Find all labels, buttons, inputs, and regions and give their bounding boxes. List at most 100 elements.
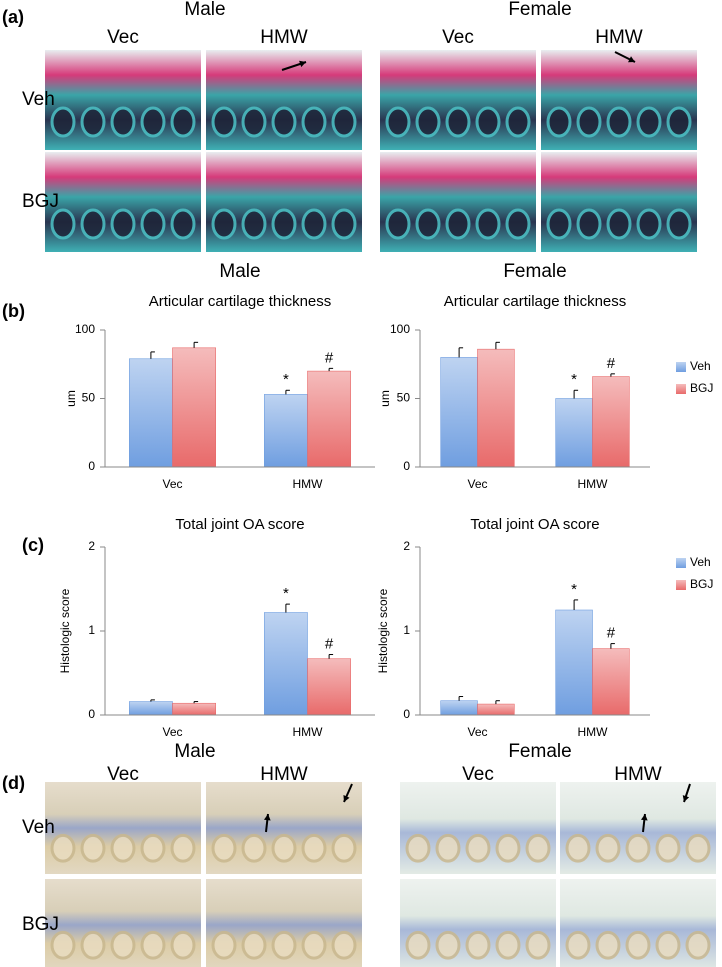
arrow-head	[640, 814, 648, 821]
sex-header: Female	[508, 741, 571, 762]
tissue	[546, 208, 572, 240]
chart-header: Male	[219, 261, 260, 282]
group-header: HMW	[614, 764, 662, 785]
arrow-head	[628, 56, 635, 63]
bar	[440, 700, 478, 716]
sex-header: Female	[508, 0, 571, 20]
tissue	[636, 106, 662, 138]
tissue	[636, 208, 662, 240]
y-tick-label: 0	[88, 459, 95, 473]
tissue	[445, 208, 471, 240]
tissue	[666, 208, 692, 240]
tissue	[80, 930, 106, 960]
tissue	[110, 833, 136, 863]
bar	[307, 658, 352, 716]
legend-swatch	[676, 362, 686, 372]
tissue	[110, 930, 136, 960]
tissue	[241, 930, 267, 960]
tissue	[241, 106, 267, 138]
tissue	[465, 930, 491, 960]
annotation: #	[325, 349, 334, 366]
tissue	[140, 833, 166, 863]
y-tick-label: 1	[88, 623, 95, 637]
tissue	[241, 208, 267, 240]
tissue	[685, 833, 711, 863]
annotation: #	[607, 355, 616, 372]
bar	[307, 370, 352, 468]
legend-label: BGJ	[690, 381, 713, 395]
bar	[555, 398, 593, 468]
bar	[129, 701, 173, 716]
chart-title: Total joint OA score	[175, 516, 304, 533]
tissue	[140, 930, 166, 960]
bar	[555, 609, 593, 716]
tissue	[565, 833, 591, 863]
tissue	[271, 930, 297, 960]
y-tick-label: 100	[390, 322, 410, 336]
panel-label: (c)	[22, 535, 44, 555]
x-tick-label: Vec	[467, 477, 487, 491]
tissue	[625, 833, 651, 863]
legend-label: Veh	[690, 555, 711, 569]
tissue	[271, 208, 297, 240]
tissue	[110, 208, 136, 240]
row-label: BGJ	[22, 191, 59, 212]
y-tick-label: 50	[82, 391, 96, 405]
y-tick-label: 100	[75, 322, 95, 336]
annotation: #	[325, 635, 334, 652]
tissue	[435, 833, 461, 863]
tissue	[465, 833, 491, 863]
tissue	[595, 930, 621, 960]
tissue	[50, 930, 76, 960]
group-header: HMW	[595, 27, 643, 48]
tissue	[80, 106, 106, 138]
arrow-head	[682, 795, 690, 802]
y-tick-label: 50	[397, 391, 411, 405]
bar	[129, 358, 173, 468]
x-tick-label: Vec	[162, 477, 182, 491]
tissue	[211, 930, 237, 960]
annotation: *	[283, 371, 289, 388]
group-header: Vec	[442, 27, 474, 48]
arrow-head	[343, 795, 350, 802]
y-axis-label: Histologic score	[376, 588, 390, 673]
group-header: Vec	[107, 764, 139, 785]
tissue	[445, 106, 471, 138]
arrow-head	[299, 60, 306, 68]
tissue	[405, 833, 431, 863]
row-label: BGJ	[22, 914, 59, 935]
tissue	[625, 930, 651, 960]
panel-label: (a)	[2, 7, 24, 27]
x-tick-label: Vec	[467, 725, 487, 739]
tissue	[80, 833, 106, 863]
legend-label: BGJ	[690, 577, 713, 591]
legend-swatch	[676, 384, 686, 394]
tissue	[301, 930, 327, 960]
tissue	[595, 833, 621, 863]
row-label: Veh	[22, 89, 55, 110]
tissue	[211, 833, 237, 863]
x-tick-label: Vec	[162, 725, 182, 739]
tissue	[50, 208, 76, 240]
tissue	[495, 930, 521, 960]
tissue	[495, 833, 521, 863]
tissue	[170, 208, 196, 240]
y-tick-label: 0	[403, 707, 410, 721]
x-tick-label: HMW	[578, 477, 609, 491]
chart-header: Female	[503, 261, 566, 282]
x-tick-label: HMW	[293, 725, 324, 739]
tissue	[666, 106, 692, 138]
tissue	[331, 106, 357, 138]
group-header: Vec	[462, 764, 494, 785]
tissue	[576, 106, 602, 138]
tissue	[80, 208, 106, 240]
y-axis-label: um	[378, 390, 392, 407]
bar	[172, 347, 217, 468]
bar	[440, 357, 478, 468]
bar	[477, 703, 515, 716]
tissue	[385, 208, 411, 240]
y-tick-label: 0	[403, 459, 410, 473]
legend-swatch	[676, 580, 686, 590]
